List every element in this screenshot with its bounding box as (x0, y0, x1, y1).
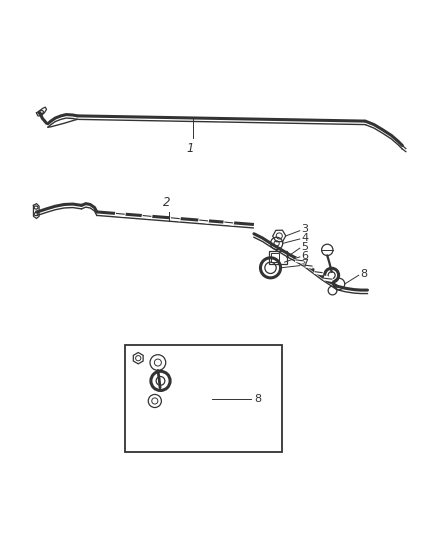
Text: 6: 6 (301, 251, 308, 261)
Bar (269, 251, 287, 264)
Text: 3: 3 (301, 224, 308, 235)
Bar (125, 345, 283, 452)
Bar (272, 253, 279, 262)
Text: 2: 2 (163, 196, 170, 209)
Text: 7: 7 (301, 260, 308, 269)
Text: 8: 8 (360, 269, 367, 279)
Text: 8: 8 (254, 393, 261, 403)
Text: 5: 5 (301, 242, 308, 252)
Text: 4: 4 (301, 233, 308, 243)
Text: 1: 1 (187, 142, 194, 155)
